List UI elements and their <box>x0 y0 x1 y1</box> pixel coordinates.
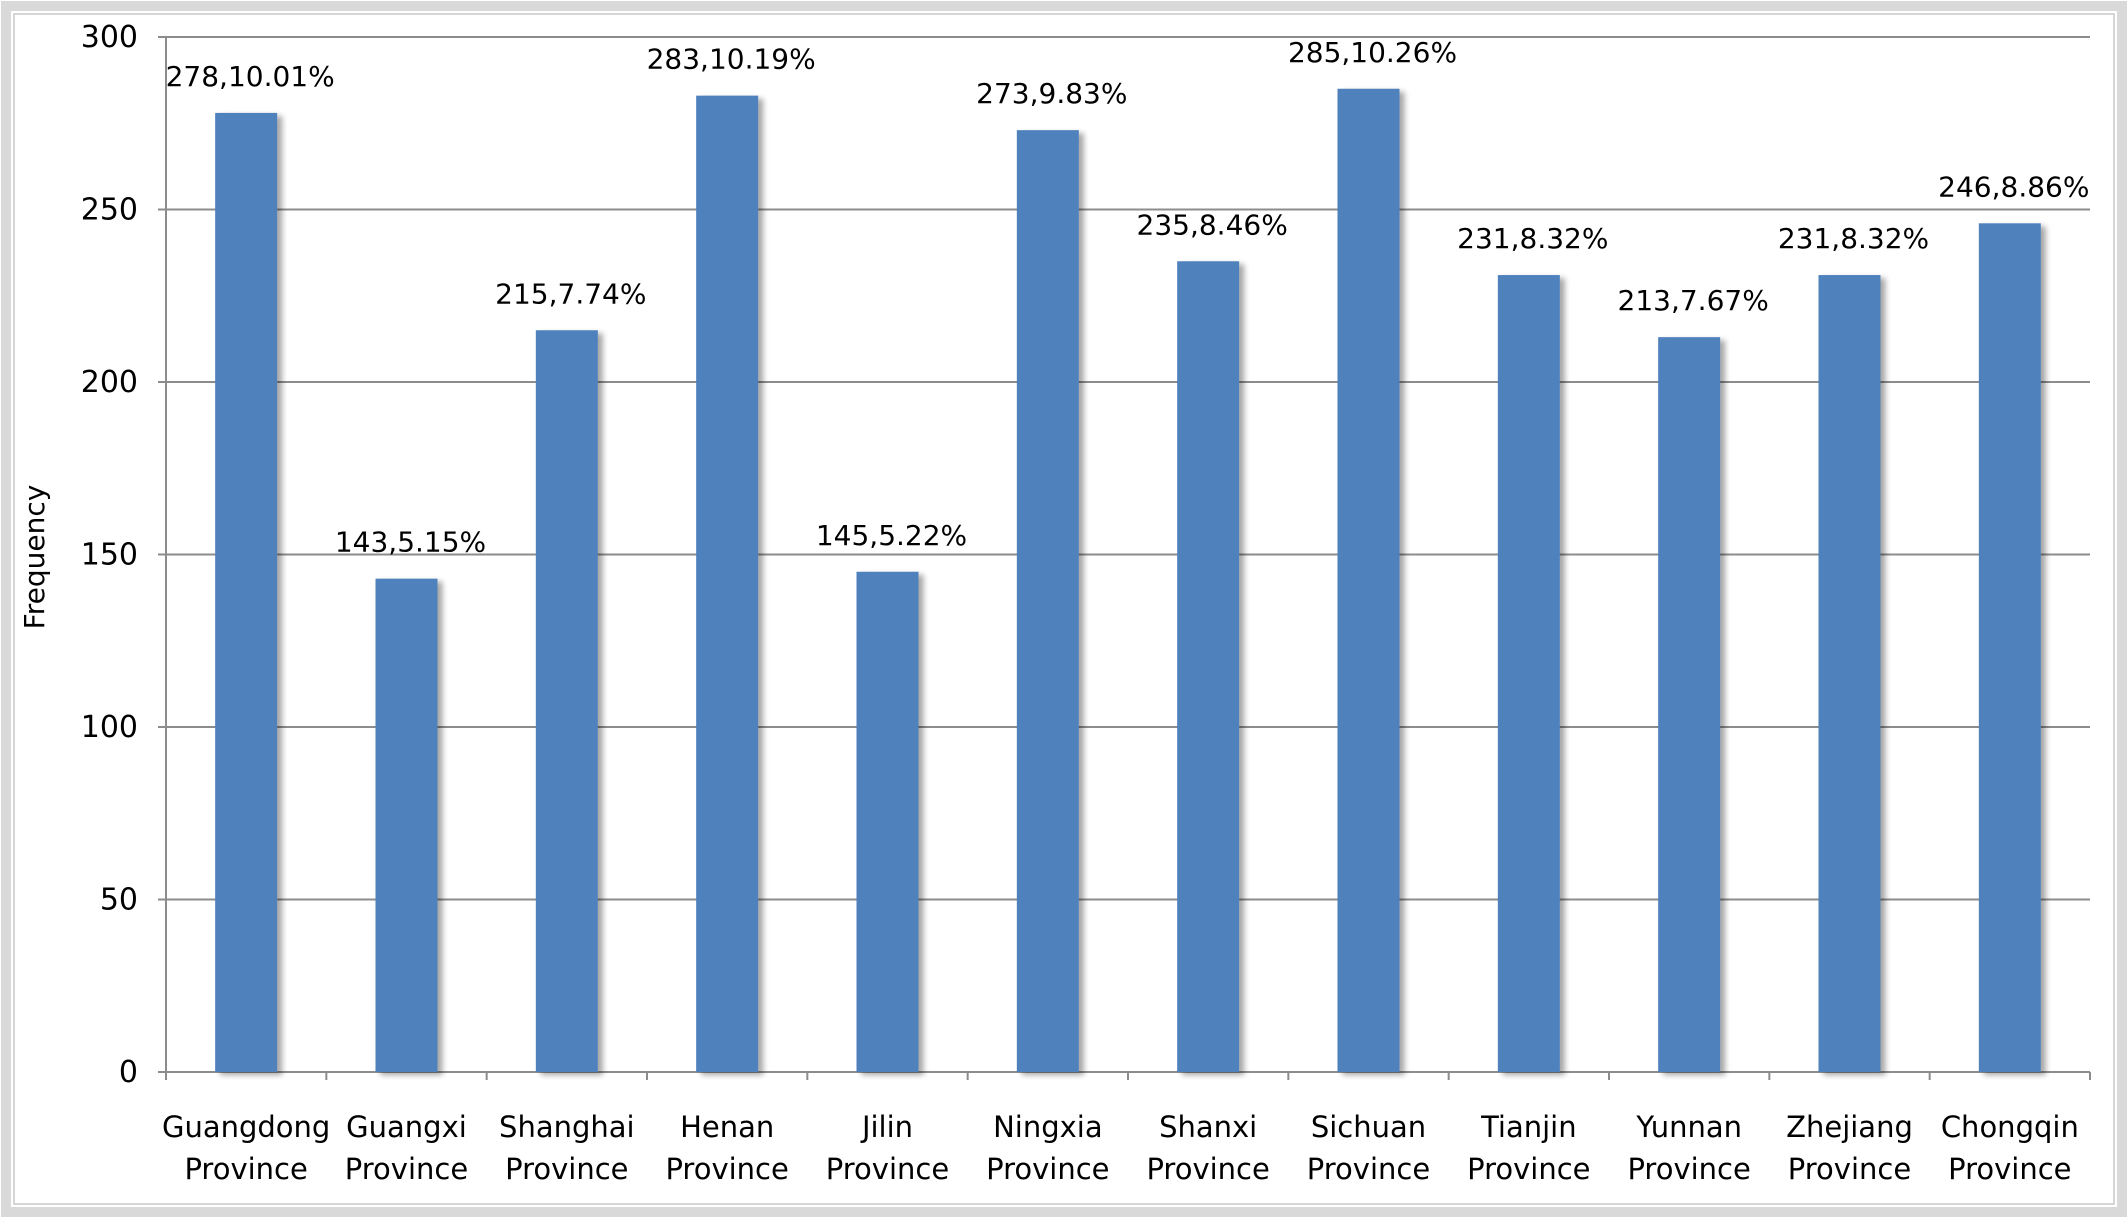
bar <box>1337 88 1400 1072</box>
bar <box>1177 261 1240 1072</box>
bar <box>1016 130 1079 1072</box>
bar <box>535 330 598 1072</box>
x-tick-label: Province <box>1467 1152 1590 1186</box>
bar <box>1978 223 2041 1073</box>
category-labels: Guangdong Province Guangxi Province Shanghai… <box>162 1110 2079 1186</box>
y-tick-label: 150 <box>81 538 138 573</box>
x-tick-label: Province <box>1788 1152 1911 1186</box>
x-tick-label: Jilin <box>860 1110 913 1144</box>
x-tick-label: Tianjin <box>1480 1110 1577 1144</box>
bar <box>375 578 438 1072</box>
x-tick-label: Province <box>665 1152 788 1186</box>
x-tick-label: Province <box>1948 1152 2071 1186</box>
y-tick-label: 100 <box>81 710 138 745</box>
x-tick-label: Yunnan <box>1635 1110 1742 1144</box>
x-tick-label: Province <box>184 1152 307 1186</box>
data-label: 273,9.83% <box>976 77 1127 110</box>
data-label: 285,10.26% <box>1288 36 1457 69</box>
x-tick-label: Chongqin <box>1941 1110 2079 1144</box>
y-tick-label: 200 <box>81 365 138 400</box>
bar <box>1658 337 1721 1072</box>
x-tick-label: Shanxi <box>1159 1110 1257 1144</box>
x-tick-label: Province <box>826 1152 949 1186</box>
bar <box>1818 275 1881 1072</box>
bar <box>696 95 759 1072</box>
data-label: 231,8.32% <box>1778 222 1929 255</box>
data-label: 145,5.22% <box>816 519 967 552</box>
x-tick-label: Guangdong <box>162 1110 330 1144</box>
data-label: 143,5.15% <box>335 526 486 559</box>
x-tick-label: Province <box>1307 1152 1430 1186</box>
x-tick-label: Ningxia <box>993 1110 1103 1144</box>
data-label: 278,10.01% <box>166 60 335 93</box>
x-tick-label: Henan <box>680 1110 774 1144</box>
data-label: 235,8.46% <box>1137 208 1288 241</box>
y-tick-labels: 0 50 100 150 200 250 300 <box>81 20 138 1090</box>
bars <box>215 88 2041 1073</box>
y-tick-label: 250 <box>81 193 138 228</box>
x-tick-label: Guangxi <box>346 1110 467 1144</box>
bar <box>215 112 278 1072</box>
data-label: 246,8.86% <box>1938 170 2089 203</box>
data-labels: 278,10.01% 143,5.15% 215,7.74% 283,10.19% 14… <box>166 36 2090 559</box>
data-label: 213,7.67% <box>1618 284 1769 317</box>
bar <box>856 571 919 1072</box>
x-tick-label: Province <box>505 1152 628 1186</box>
data-label: 215,7.74% <box>495 277 646 310</box>
x-tick-label: Province <box>986 1152 1109 1186</box>
x-tick-label: Sichuan <box>1311 1110 1426 1144</box>
chart-inner-border <box>13 13 2115 1205</box>
y-tick-label: 300 <box>81 20 138 55</box>
bar <box>1497 275 1560 1072</box>
data-label: 231,8.32% <box>1457 222 1608 255</box>
x-tick-label: Province <box>1627 1152 1750 1186</box>
y-tick-label: 50 <box>100 883 138 918</box>
data-label: 283,10.19% <box>647 43 816 76</box>
y-axis-title: Frequency <box>18 485 51 630</box>
x-tick-label: Zhejiang <box>1786 1110 1913 1144</box>
x-tick-label: Province <box>345 1152 468 1186</box>
y-tick-label: 0 <box>119 1055 138 1090</box>
axes <box>158 36 2091 1080</box>
x-tick-label: Province <box>1146 1152 1269 1186</box>
x-tick-label: Shanghai <box>499 1110 635 1144</box>
gridlines <box>166 36 2090 901</box>
